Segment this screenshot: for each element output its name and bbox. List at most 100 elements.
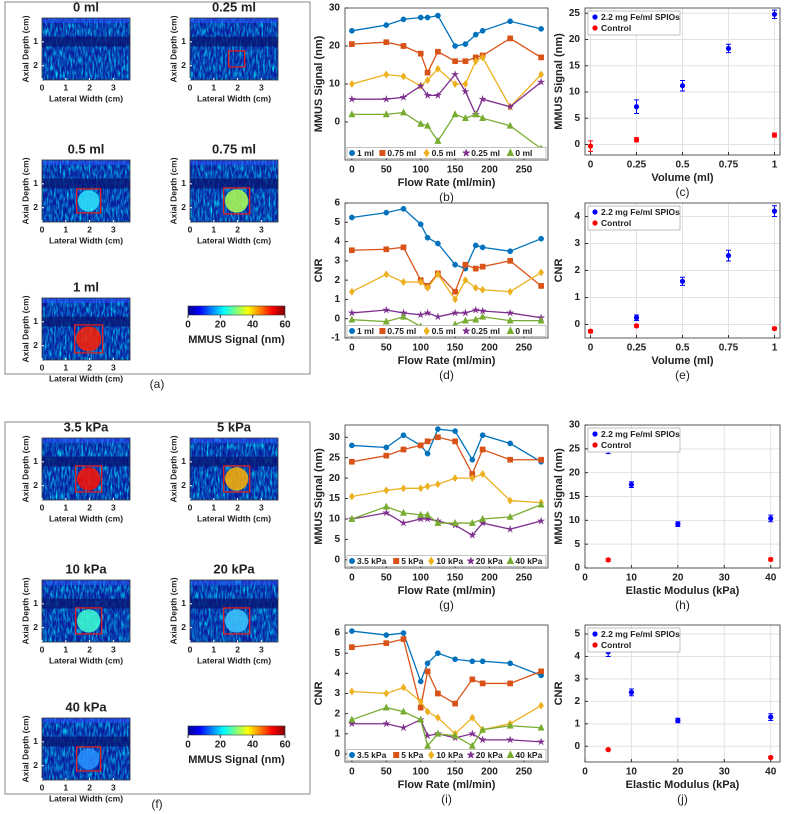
point (472, 242, 479, 249)
x-tick-label: 1 (63, 82, 68, 92)
point (467, 729, 477, 738)
x-tick-label: 200 (481, 573, 498, 584)
y-tick-label: 10 (329, 79, 341, 90)
image-band (42, 438, 130, 443)
plot-frame (584, 624, 781, 763)
point (479, 263, 486, 270)
point (450, 308, 460, 317)
point (348, 79, 355, 89)
x-tick-label: 0 (188, 502, 193, 512)
y-tick-label: 0 (334, 117, 340, 128)
point (538, 235, 544, 242)
point (348, 110, 356, 118)
point (479, 470, 486, 479)
legend-label: 3.5 kPa (357, 750, 387, 760)
x-tick-label: 0 (582, 767, 588, 778)
legend-label: 3.5 kPa (357, 556, 387, 566)
image-hotspot (224, 609, 249, 633)
legend-label: 20 kPa (476, 750, 503, 760)
legend-label: 0.25 ml (471, 148, 500, 158)
y-tick-label: 4 (334, 236, 340, 247)
y-tick-label: 1 (181, 598, 186, 608)
point (538, 26, 544, 32)
point (399, 108, 407, 116)
point (633, 104, 640, 110)
x-tick-label: 1 (211, 82, 216, 92)
point (478, 735, 487, 744)
legend-box (346, 555, 547, 567)
legend-label: 10 kPa (436, 556, 463, 566)
point (399, 518, 408, 527)
point (771, 132, 778, 138)
y-tick-label: 1 (181, 456, 186, 466)
point (400, 16, 407, 23)
legend-box (587, 205, 681, 231)
point (605, 557, 611, 563)
image-frame (41, 159, 131, 223)
image-frame (189, 579, 279, 643)
point (452, 295, 459, 304)
x-tick-label: 0 (40, 644, 45, 654)
point (382, 110, 390, 118)
point (349, 442, 355, 449)
legend-marker (592, 642, 598, 648)
image-band (190, 18, 278, 23)
point (400, 278, 407, 287)
y-tick-label: 2 (33, 60, 38, 70)
y-axis-label: Axial Depth (cm) (20, 435, 30, 502)
point (587, 143, 594, 149)
roi-box (75, 746, 102, 772)
y-tick-label: 25 (569, 8, 581, 19)
point (383, 640, 390, 646)
image-hotspot (76, 326, 102, 352)
point (538, 54, 544, 61)
point (349, 247, 355, 254)
legend-marker (428, 750, 435, 760)
image-title: 20 kPa (213, 561, 255, 576)
legend-label: 40 kPa (515, 556, 542, 566)
point (424, 450, 431, 457)
y-axis-label: CNR (553, 682, 565, 706)
legend-label: Control (601, 218, 631, 228)
y-tick-label: 2 (181, 480, 186, 490)
y-tick-label: 0 (574, 563, 580, 574)
x-tick-label: 3 (259, 644, 264, 654)
legend-label: 5 kPa (401, 750, 423, 760)
point (472, 110, 480, 118)
point (507, 456, 514, 463)
y-tick-label: 6 (334, 198, 340, 209)
point (536, 737, 546, 746)
y-tick-label: 1 (181, 178, 186, 188)
point (462, 41, 469, 47)
image-band (190, 160, 278, 165)
image-frame (189, 437, 279, 501)
image-band (190, 36, 278, 47)
colorbar-tick-label: 40 (247, 740, 259, 751)
x-tick-label: 0 (349, 343, 355, 354)
point (452, 43, 458, 49)
y-tick-label: 2 (33, 340, 38, 350)
x-tick-label: 10 (626, 573, 638, 584)
legend-marker (348, 752, 356, 758)
x-tick-label: 3 (111, 502, 116, 512)
y-tick-label: 0 (334, 554, 340, 565)
legend-marker (348, 558, 356, 564)
y-tick-label: 30 (569, 420, 581, 431)
point (383, 270, 390, 279)
x-tick-label: 2 (87, 502, 92, 512)
y-tick-label: 0 (334, 749, 340, 760)
point (435, 690, 441, 697)
image-title: 0 ml (73, 0, 99, 14)
legend-marker (462, 327, 470, 335)
x-tick-label: 20 (672, 573, 684, 584)
point (479, 658, 486, 665)
legend-marker (379, 328, 386, 334)
legend-label: 0 ml (515, 148, 532, 158)
point (349, 458, 355, 465)
x-tick-label: 20 (672, 767, 684, 778)
image-band (42, 18, 130, 23)
point (417, 221, 424, 227)
roi-box (75, 188, 102, 214)
x-tick-label: 3 (111, 644, 116, 654)
y-tick-label: 1 (33, 316, 38, 326)
